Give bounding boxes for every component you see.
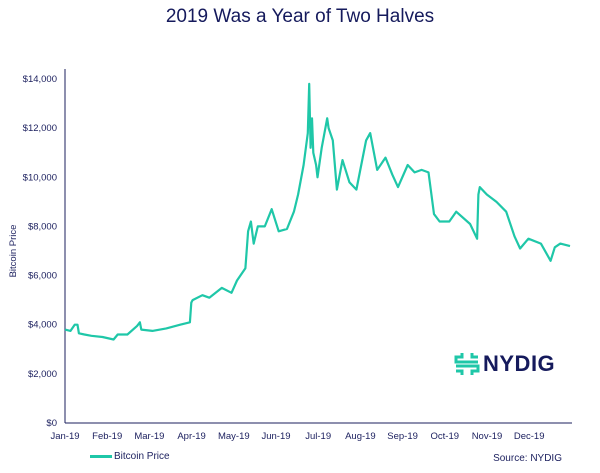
x-tick-label: Jun-19 xyxy=(261,431,290,442)
y-tick-label: $10,000 xyxy=(23,172,57,183)
y-tick-label: $8,000 xyxy=(28,221,57,232)
x-tick-label: Sep-19 xyxy=(387,431,418,442)
chart-title: 2019 Was a Year of Two Halves xyxy=(165,6,435,27)
y-tick-label: $0 xyxy=(46,418,57,429)
y-axis-label: Bitcoin Price xyxy=(8,225,19,278)
nydig-logo: NYDIG xyxy=(454,351,555,377)
nydig-logo-icon xyxy=(454,353,480,375)
x-tick-label: Aug-19 xyxy=(345,431,376,442)
x-tick-label: Feb-19 xyxy=(92,431,122,442)
x-tick-label: Apr-19 xyxy=(177,431,206,442)
y-tick-label: $12,000 xyxy=(23,123,57,134)
x-tick-label: Oct-19 xyxy=(431,431,460,442)
x-tick-label: Mar-19 xyxy=(134,431,164,442)
x-tick-label: Jan-19 xyxy=(50,431,79,442)
legend: Bitcoin Price xyxy=(90,451,170,462)
y-tick-label: $6,000 xyxy=(28,271,57,282)
x-tick-label: Dec-19 xyxy=(514,431,545,442)
y-tick-label: $2,000 xyxy=(28,369,57,380)
x-tick-label: May-19 xyxy=(218,431,250,442)
nydig-logo-text: NYDIG xyxy=(483,351,556,376)
y-tick-label: $14,000 xyxy=(23,74,57,85)
series-line-bitcoin-price xyxy=(64,82,571,341)
x-tick-label: Nov-19 xyxy=(472,431,503,442)
source-note: Source: NYDIG xyxy=(493,453,562,464)
y-tick-label: $4,000 xyxy=(28,320,57,331)
x-tick-label: Jul-19 xyxy=(305,431,331,442)
legend-label: Bitcoin Price xyxy=(114,451,170,462)
legend-swatch xyxy=(90,455,112,458)
